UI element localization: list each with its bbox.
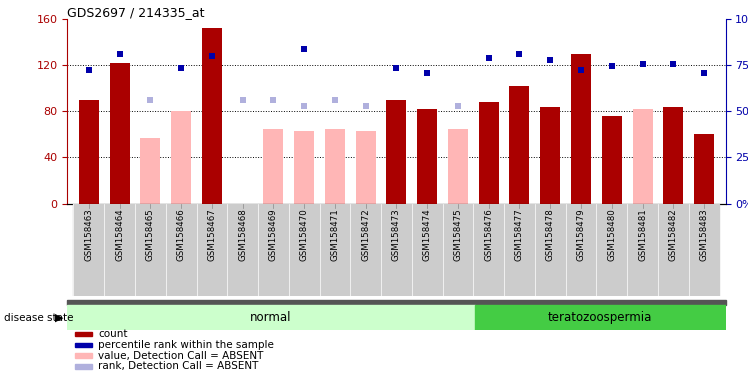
Text: GSM158481: GSM158481 <box>638 208 647 261</box>
Bar <box>197 204 227 296</box>
Bar <box>601 116 622 204</box>
Bar <box>504 204 535 296</box>
Text: value, Detection Call = ABSENT: value, Detection Call = ABSENT <box>98 351 263 361</box>
Text: GSM158477: GSM158477 <box>515 208 524 261</box>
Bar <box>263 129 283 204</box>
Point <box>698 70 710 76</box>
Bar <box>571 54 591 204</box>
Point <box>482 55 494 61</box>
Text: GSM158479: GSM158479 <box>577 208 586 261</box>
Bar <box>633 109 652 204</box>
Bar <box>73 204 104 296</box>
Text: GSM158470: GSM158470 <box>300 208 309 261</box>
Point <box>298 46 310 52</box>
Bar <box>387 100 406 204</box>
Bar <box>350 204 381 296</box>
Point <box>421 70 433 76</box>
Text: percentile rank within the sample: percentile rank within the sample <box>98 340 275 350</box>
Point <box>575 67 587 73</box>
Text: GSM158483: GSM158483 <box>699 208 708 261</box>
Text: GSM158463: GSM158463 <box>85 208 94 261</box>
Bar <box>473 204 504 296</box>
Point <box>360 103 372 109</box>
Bar <box>448 129 468 204</box>
Bar <box>141 138 160 204</box>
Bar <box>325 129 345 204</box>
Bar <box>479 102 499 204</box>
Bar <box>319 204 350 296</box>
Point <box>545 56 557 63</box>
Text: GSM158469: GSM158469 <box>269 208 278 261</box>
FancyBboxPatch shape <box>475 305 726 330</box>
Bar <box>627 204 658 296</box>
Bar <box>509 86 530 204</box>
Bar <box>104 204 135 296</box>
Text: GSM158475: GSM158475 <box>453 208 462 261</box>
FancyBboxPatch shape <box>67 305 475 330</box>
Bar <box>596 204 627 296</box>
Bar <box>443 204 473 296</box>
Bar <box>381 204 412 296</box>
Bar <box>356 131 375 204</box>
Bar <box>689 204 720 296</box>
Point <box>390 65 402 71</box>
Point <box>667 61 679 67</box>
Bar <box>166 204 197 296</box>
Point <box>452 103 464 109</box>
Point <box>83 67 95 73</box>
Bar <box>227 204 258 296</box>
Bar <box>258 204 289 296</box>
Text: disease state: disease state <box>4 313 73 323</box>
Text: GSM158482: GSM158482 <box>669 208 678 261</box>
Bar <box>171 111 191 204</box>
Text: GSM158465: GSM158465 <box>146 208 155 261</box>
Text: rank, Detection Call = ABSENT: rank, Detection Call = ABSENT <box>98 361 259 371</box>
Point <box>606 63 618 70</box>
Text: GSM158466: GSM158466 <box>177 208 186 261</box>
Point <box>144 97 156 103</box>
Text: normal: normal <box>251 311 292 324</box>
Point <box>298 103 310 109</box>
Bar <box>535 204 565 296</box>
Bar <box>135 204 166 296</box>
Point <box>236 97 248 103</box>
Text: GSM158472: GSM158472 <box>361 208 370 261</box>
Point <box>329 97 341 103</box>
Bar <box>67 300 726 305</box>
Bar <box>289 204 319 296</box>
Bar <box>663 107 683 204</box>
Bar <box>79 100 99 204</box>
Bar <box>412 204 443 296</box>
Text: GSM158471: GSM158471 <box>331 208 340 261</box>
Text: GSM158476: GSM158476 <box>484 208 493 261</box>
Point <box>268 97 280 103</box>
Text: GSM158467: GSM158467 <box>207 208 216 261</box>
Text: GSM158473: GSM158473 <box>392 208 401 261</box>
Text: GDS2697 / 214335_at: GDS2697 / 214335_at <box>67 6 205 19</box>
Text: teratozoospermia: teratozoospermia <box>548 311 652 324</box>
Bar <box>565 204 596 296</box>
FancyBboxPatch shape <box>67 300 726 305</box>
Point <box>637 61 649 67</box>
Point <box>175 65 187 71</box>
Bar <box>294 131 314 204</box>
Bar <box>110 63 129 204</box>
Bar <box>540 107 560 204</box>
Text: GSM158468: GSM158468 <box>238 208 247 261</box>
Bar <box>202 28 222 204</box>
Bar <box>658 204 689 296</box>
Text: ▶: ▶ <box>55 313 64 323</box>
Text: GSM158464: GSM158464 <box>115 208 124 261</box>
Text: count: count <box>98 329 128 339</box>
Point <box>206 53 218 59</box>
Bar <box>694 134 714 204</box>
Point <box>114 51 126 57</box>
Point <box>175 65 187 71</box>
Bar <box>417 109 437 204</box>
Text: GSM158474: GSM158474 <box>423 208 432 261</box>
Text: GSM158478: GSM158478 <box>546 208 555 261</box>
Text: GSM158480: GSM158480 <box>607 208 616 261</box>
Point <box>513 51 525 57</box>
